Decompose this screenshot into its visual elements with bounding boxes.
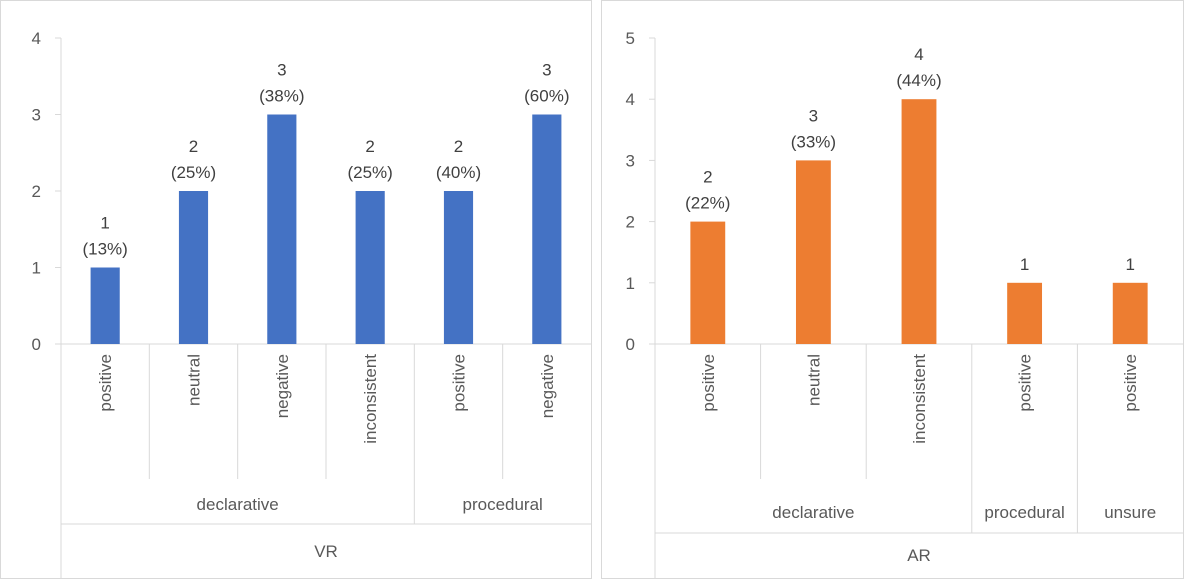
ar-category-label: neutral (804, 354, 823, 406)
vr-y-tick-label: 0 (32, 335, 41, 354)
ar-bar (795, 160, 831, 344)
ar-data-label: 1 (1020, 255, 1029, 274)
ar-group-label: AR (907, 546, 931, 565)
ar-bar (1112, 282, 1148, 344)
ar-y-tick-label: 3 (626, 151, 635, 170)
vr-bar (532, 114, 562, 344)
vr-y-tick-label: 3 (32, 106, 41, 125)
ar-bar (690, 221, 726, 344)
ar-y-tick-label: 1 (626, 274, 635, 293)
vr-percent-label: (13%) (82, 240, 127, 259)
ar-bar-chart: 0 1 2 3 4 5 declarative procedural unsure AR posit… (626, 29, 1183, 578)
vr-y-tick-label: 2 (32, 182, 41, 201)
vr-subgroup-label: procedural (463, 495, 543, 514)
ar-y-tick-label: 2 (626, 213, 635, 232)
vr-percent-label: (38%) (259, 87, 304, 106)
vr-bar (355, 191, 385, 344)
vr-bar (90, 267, 120, 344)
ar-bar (1007, 282, 1043, 344)
vr-data-label: 3 (542, 61, 551, 80)
vr-percent-label: (25%) (347, 163, 392, 182)
vr-y-tick-label: 4 (32, 29, 41, 48)
vr-chart-panel: 0 1 2 3 4 declarative procedural VR positive 1 (13… (0, 0, 592, 579)
ar-subgroup-label: procedural (984, 503, 1064, 522)
vr-category-label: negative (538, 354, 557, 418)
vr-subgroup-label: declarative (197, 495, 279, 514)
ar-percent-label: (44%) (896, 71, 941, 90)
ar-data-label: 2 (703, 168, 712, 187)
vr-bar (443, 191, 474, 344)
ar-category-label: inconsistent (910, 354, 929, 444)
vr-bar-chart: 0 1 2 3 4 declarative procedural VR positive 1 (13… (32, 29, 591, 578)
vr-percent-label: (40%) (436, 163, 481, 182)
ar-data-label: 3 (809, 106, 818, 125)
ar-category-label: positive (699, 354, 718, 412)
ar-y-tick-label: 0 (626, 335, 635, 354)
vr-percent-label: (25%) (171, 163, 216, 182)
vr-category-label: neutral (185, 354, 204, 406)
ar-bar (901, 99, 937, 344)
vr-data-label: 2 (454, 137, 463, 156)
ar-percent-label: (22%) (685, 194, 730, 213)
vr-bar (267, 114, 297, 344)
vr-data-label: 2 (189, 137, 198, 156)
vr-category-label: inconsistent (361, 354, 380, 444)
vr-bar (178, 191, 209, 344)
ar-y-tick-label: 4 (626, 90, 635, 109)
vr-y-tick-label: 1 (32, 259, 41, 278)
ar-bar-chart-panel: 0 1 2 3 4 5 declarative procedural unsure AR posit… (601, 0, 1184, 579)
vr-group-label: VR (314, 542, 338, 561)
vr-category-label: positive (450, 354, 469, 412)
vr-category-label: negative (273, 354, 292, 418)
ar-data-label: 1 (1125, 255, 1134, 274)
ar-category-label: positive (1121, 354, 1140, 412)
ar-data-label: 4 (914, 45, 923, 64)
ar-percent-label: (33%) (791, 132, 836, 151)
ar-category-label: positive (1016, 354, 1035, 412)
vr-data-label: 1 (100, 214, 109, 233)
ar-subgroup-label: unsure (1104, 503, 1156, 522)
vr-category-label: positive (96, 354, 115, 412)
vr-data-label: 2 (365, 137, 374, 156)
vr-data-label: 3 (277, 61, 286, 80)
ar-subgroup-label: declarative (772, 503, 854, 522)
vr-percent-label: (60%) (524, 87, 569, 106)
ar-y-tick-label: 5 (626, 29, 635, 48)
